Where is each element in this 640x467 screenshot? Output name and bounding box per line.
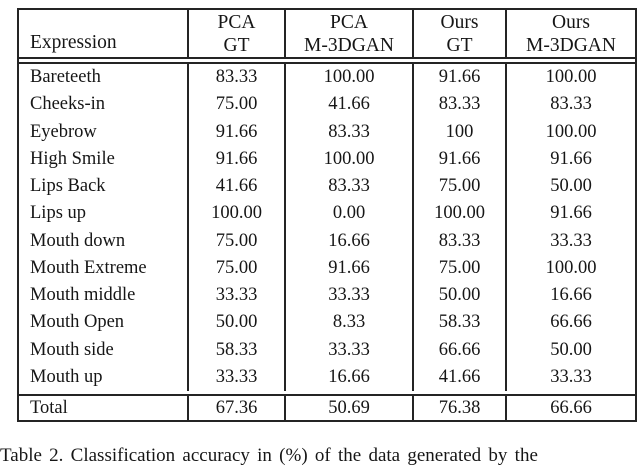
ours-gt-value-cell: 75.00	[412, 254, 505, 282]
expression-cell: Mouth side	[30, 339, 114, 360]
pca-gt-value-cell: 58.33	[187, 336, 284, 364]
expression-cell: Bareteeth	[30, 67, 101, 88]
table-row: Mouth Extreme 75.00 91.66 75.00 100.00	[19, 254, 635, 282]
pca-m3dgan-value-cell: 83.33	[284, 118, 412, 146]
ours-m3dgan-value-cell: 91.66	[505, 145, 635, 173]
pca-m3dgan-value-cell: 33.33	[284, 336, 412, 364]
ours-gt-value-cell: 100	[412, 118, 505, 146]
pca-gt-value-cell: 41.66	[187, 173, 284, 201]
ours-m3dgan-value-cell: 50.00	[505, 173, 635, 201]
table-row: Lips Back 41.66 83.33 75.00 50.00	[19, 173, 635, 201]
header-pca-gt-line2: GT	[223, 34, 250, 56]
pca-gt-value-cell: 75.00	[187, 91, 284, 119]
table-body: Bareteeth 83.33 100.00 91.66 100.00 Chee…	[19, 62, 635, 391]
pca-m3dgan-value-cell: 41.66	[284, 91, 412, 119]
ours-m3dgan-value-cell: 100.00	[505, 64, 635, 92]
pca-gt-value-cell: 50.00	[187, 309, 284, 337]
expression-cell: Mouth up	[30, 366, 103, 387]
header-ours-gt-line2: GT	[446, 34, 473, 56]
ours-gt-value-cell: 50.00	[412, 282, 505, 310]
table-row: High Smile 91.66 100.00 91.66 91.66	[19, 145, 635, 173]
pca-m3dgan-value-cell: 83.33	[284, 173, 412, 201]
ours-gt-value-cell: 66.66	[412, 336, 505, 364]
pca-gt-value-cell: 91.66	[187, 118, 284, 146]
header-pca-m3dgan-line2: M-3DGAN	[304, 34, 394, 56]
table-row: Mouth up 33.33 16.66 41.66 33.33	[19, 363, 635, 391]
ours-gt-value-cell: 100.00	[412, 200, 505, 228]
ours-gt-value-cell: 75.00	[412, 173, 505, 201]
pca-m3dgan-value-cell: 100.00	[284, 64, 412, 92]
expression-cell: Lips up	[30, 203, 87, 224]
pca-m3dgan-value-cell: 33.33	[284, 282, 412, 310]
pca-gt-value-cell: 33.33	[187, 363, 284, 391]
expression-cell: Cheeks-in	[30, 94, 106, 115]
pca-m3dgan-value-cell: 91.66	[284, 254, 412, 282]
header-expression-label: Expression	[30, 32, 117, 53]
ours-m3dgan-value-cell: 16.66	[505, 282, 635, 310]
header-pca-gt-line1: PCA	[217, 11, 256, 33]
header-ours-m3dgan-cell: Ours M-3DGAN	[505, 10, 635, 57]
pca-m3dgan-value-cell: 16.66	[284, 227, 412, 255]
expression-cell: Mouth Open	[30, 312, 125, 333]
pca-gt-value-cell: 33.33	[187, 282, 284, 310]
table-caption: Table 2. Classification accuracy in (%) …	[0, 445, 538, 466]
total-label-cell: Total	[30, 397, 68, 418]
table-row: Lips up 100.00 0.00 100.00 91.66	[19, 200, 635, 228]
header-ours-gt-cell: Ours GT	[412, 10, 505, 57]
ours-gt-value-cell: 83.33	[412, 91, 505, 119]
total-ours-m3dgan-value: 66.66	[505, 396, 635, 420]
table-row: Mouth side 58.33 33.33 66.66 50.00	[19, 336, 635, 364]
ours-m3dgan-value-cell: 91.66	[505, 200, 635, 228]
header-ours-m3dgan-line2: M-3DGAN	[526, 34, 616, 56]
pca-gt-value-cell: 75.00	[187, 227, 284, 255]
header-pca-m3dgan-line1: PCA	[330, 11, 368, 33]
expression-cell: Mouth middle	[30, 285, 136, 306]
expression-cell: Eyebrow	[30, 121, 97, 142]
pca-gt-value-cell: 91.66	[187, 145, 284, 173]
table-row: Mouth down 75.00 16.66 83.33 33.33	[19, 227, 635, 255]
classification-results-table: Expression PCA GT PCA M-3DGAN Ours GT Ou…	[17, 8, 637, 422]
table-row: Mouth Open 50.00 8.33 58.33 66.66	[19, 309, 635, 337]
table-row: Cheeks-in 75.00 41.66 83.33 83.33	[19, 91, 635, 119]
ours-m3dgan-value-cell: 100.00	[505, 254, 635, 282]
ours-m3dgan-value-cell: 83.33	[505, 91, 635, 119]
ours-gt-value-cell: 91.66	[412, 64, 505, 92]
ours-m3dgan-value-cell: 50.00	[505, 336, 635, 364]
ours-gt-value-cell: 41.66	[412, 363, 505, 391]
ours-m3dgan-value-cell: 100.00	[505, 118, 635, 146]
total-pca-gt-value: 67.36	[187, 396, 284, 420]
pca-gt-value-cell: 83.33	[187, 64, 284, 92]
table-header-row: Expression PCA GT PCA M-3DGAN Ours GT Ou…	[19, 10, 635, 59]
table-row: Bareteeth 83.33 100.00 91.66 100.00	[19, 64, 635, 92]
table-row: Mouth middle 33.33 33.33 50.00 16.66	[19, 282, 635, 310]
header-expression-cell: Expression	[19, 10, 187, 57]
pca-gt-value-cell: 75.00	[187, 254, 284, 282]
pca-m3dgan-value-cell: 100.00	[284, 145, 412, 173]
header-pca-gt-cell: PCA GT	[187, 10, 284, 57]
header-ours-m3dgan-line1: Ours	[552, 11, 590, 33]
header-ours-gt-line1: Ours	[440, 11, 479, 33]
table-total-row: Total 67.36 50.69 76.38 66.66	[19, 394, 635, 420]
ours-gt-value-cell: 83.33	[412, 227, 505, 255]
pca-m3dgan-value-cell: 8.33	[284, 309, 412, 337]
ours-gt-value-cell: 58.33	[412, 309, 505, 337]
expression-cell: Mouth Extreme	[30, 257, 147, 278]
ours-m3dgan-value-cell: 66.66	[505, 309, 635, 337]
pca-m3dgan-value-cell: 0.00	[284, 200, 412, 228]
ours-gt-value-cell: 91.66	[412, 145, 505, 173]
pca-gt-value-cell: 100.00	[187, 200, 284, 228]
table-row: Eyebrow 91.66 83.33 100 100.00	[19, 118, 635, 146]
pca-m3dgan-value-cell: 16.66	[284, 363, 412, 391]
expression-cell: Lips Back	[30, 176, 106, 197]
ours-m3dgan-value-cell: 33.33	[505, 227, 635, 255]
ours-m3dgan-value-cell: 33.33	[505, 363, 635, 391]
expression-cell: High Smile	[30, 148, 115, 169]
total-ours-gt-value: 76.38	[412, 396, 505, 420]
expression-cell: Mouth down	[30, 230, 126, 251]
total-pca-m3dgan-value: 50.69	[284, 396, 412, 420]
header-pca-m3dgan-cell: PCA M-3DGAN	[284, 10, 412, 57]
